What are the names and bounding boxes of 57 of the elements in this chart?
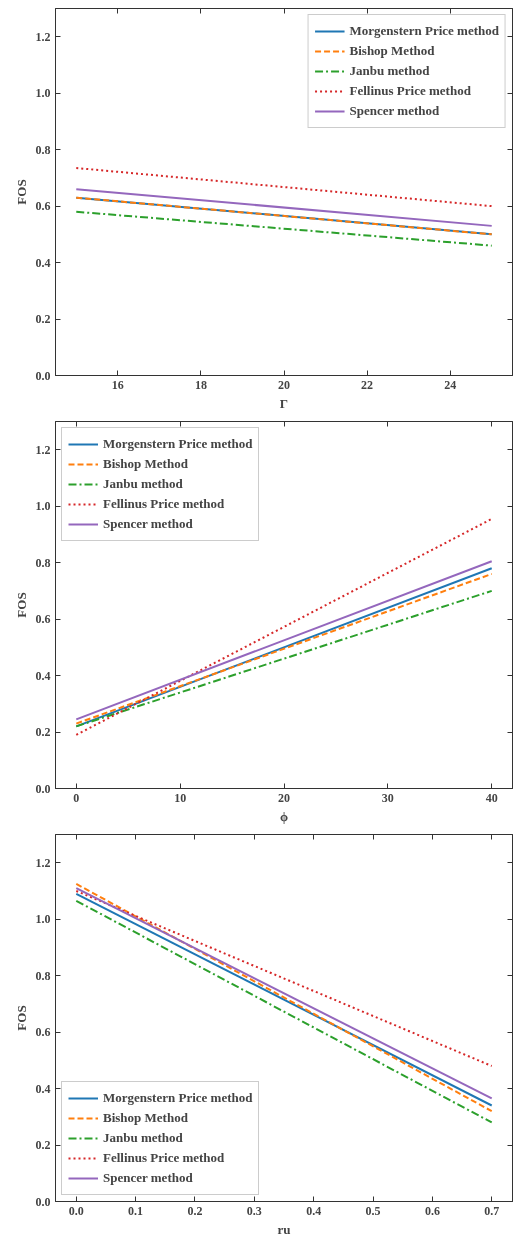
y-tick-label: 1.0 xyxy=(35,912,51,927)
legend-label: Morgenstern Price method xyxy=(349,23,499,39)
y-tick-label: 0.4 xyxy=(35,1081,51,1096)
y-tick-label: 1.2 xyxy=(35,442,51,457)
y-tick-label: 0.2 xyxy=(35,312,51,327)
x-axis-title: ru xyxy=(277,1221,291,1237)
x-tick-label: 0.2 xyxy=(187,1203,203,1218)
x-tick-label: 20 xyxy=(278,790,290,805)
legend-label: Fellinus Price method xyxy=(103,1150,225,1166)
legend-label: Morgenstern Price method xyxy=(103,436,253,452)
y-axis-title: FOS xyxy=(13,1005,29,1031)
legend-label: Bishop Method xyxy=(349,43,435,59)
legend-label: Spencer method xyxy=(103,1170,193,1186)
x-tick-label: 10 xyxy=(174,790,187,805)
legend-label: Janbu method xyxy=(103,1130,183,1146)
y-tick-label: 0.6 xyxy=(35,612,51,627)
x-tick-label: 24 xyxy=(444,377,457,392)
x-tick-label: 0.1 xyxy=(128,1203,144,1218)
y-tick-label: 1.0 xyxy=(35,499,51,514)
y-tick-label: 1.2 xyxy=(35,855,51,870)
x-tick-label: 0.4 xyxy=(306,1203,322,1218)
y-tick-label: 0.8 xyxy=(35,968,51,983)
y-tick-label: 0.4 xyxy=(35,255,51,270)
x-tick-label: 0.3 xyxy=(246,1203,262,1218)
y-tick-label: 1.2 xyxy=(35,29,51,44)
x-tick-label: 40 xyxy=(485,790,498,805)
legend-label: Fellinus Price method xyxy=(349,83,471,99)
legend-label: Bishop Method xyxy=(103,1110,188,1126)
y-tick-label: 0.6 xyxy=(35,1025,51,1040)
legend-label: Fellinus Price method xyxy=(103,496,225,512)
y-axis-title: FOS xyxy=(13,179,29,205)
x-tick-label: 0.6 xyxy=(424,1203,440,1218)
legend-label: Janbu method xyxy=(349,63,430,79)
x-tick-label: 30 xyxy=(381,790,394,805)
legend-label: Janbu method xyxy=(103,476,183,492)
y-tick-label: 0.2 xyxy=(35,1138,51,1153)
y-tick-label: 0.4 xyxy=(35,668,51,683)
y-tick-label: 0.8 xyxy=(35,555,51,570)
y-axis-title: FOS xyxy=(13,592,29,618)
legend-label: Morgenstern Price method xyxy=(103,1090,253,1106)
x-axis-title: Γ xyxy=(279,395,289,411)
y-tick-label: 0.6 xyxy=(35,199,51,214)
x-axis-title: ϕ xyxy=(279,808,289,824)
legend-label: Bishop Method xyxy=(103,456,188,472)
x-tick-label: 22 xyxy=(361,377,374,392)
x-tick-label: 0.0 xyxy=(68,1203,84,1218)
legend-label: Spencer method xyxy=(349,103,440,119)
x-tick-label: 20 xyxy=(278,377,290,392)
x-tick-label: 0.7 xyxy=(484,1203,500,1218)
x-tick-label: 18 xyxy=(194,377,207,392)
x-tick-label: 0 xyxy=(73,790,80,805)
legend-label: Spencer method xyxy=(103,516,193,532)
y-tick-label: 1.0 xyxy=(35,86,51,101)
y-tick-label: 0.8 xyxy=(35,142,51,157)
x-tick-label: 0.5 xyxy=(365,1203,381,1218)
x-tick-label: 16 xyxy=(111,377,124,392)
y-tick-label: 0.2 xyxy=(35,725,51,740)
